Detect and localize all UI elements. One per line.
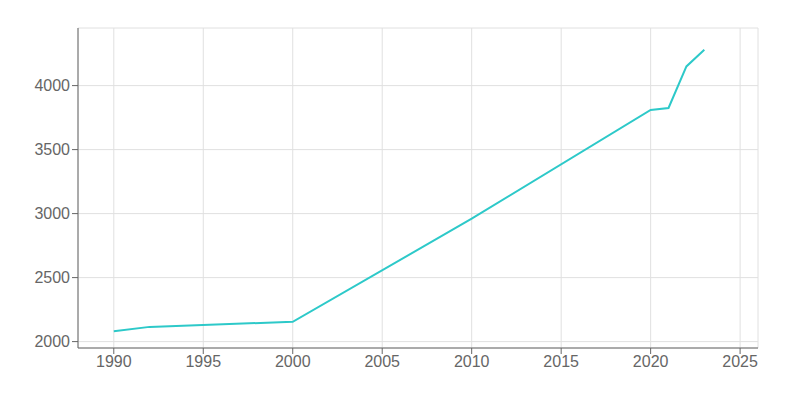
svg-text:2025: 2025	[722, 353, 758, 370]
svg-text:2020: 2020	[633, 353, 669, 370]
svg-text:2005: 2005	[364, 353, 400, 370]
svg-text:3000: 3000	[34, 205, 70, 222]
svg-text:2015: 2015	[543, 353, 579, 370]
svg-text:4000: 4000	[34, 77, 70, 94]
svg-text:2000: 2000	[275, 353, 311, 370]
svg-text:3500: 3500	[34, 141, 70, 158]
svg-text:1990: 1990	[96, 353, 132, 370]
svg-text:2010: 2010	[454, 353, 490, 370]
svg-text:1995: 1995	[185, 353, 221, 370]
svg-text:2500: 2500	[34, 269, 70, 286]
svg-text:2000: 2000	[34, 333, 70, 350]
